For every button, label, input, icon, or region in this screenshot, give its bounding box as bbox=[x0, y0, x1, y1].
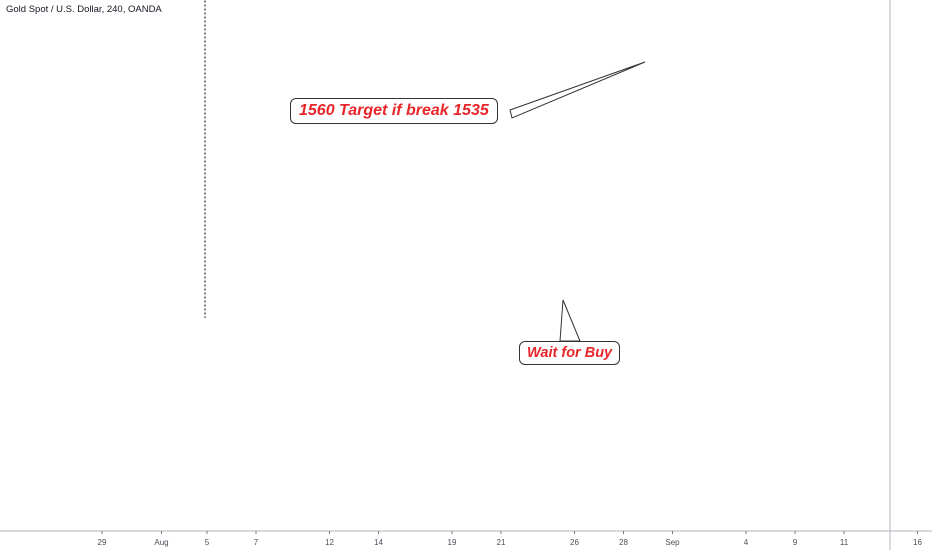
x-tick-label: 7 bbox=[254, 538, 259, 547]
annotation-wait-for-buy: Wait for Buy bbox=[519, 341, 621, 365]
annotation-buy-pointer bbox=[559, 299, 581, 342]
annotation-target-pointer bbox=[509, 61, 646, 119]
x-tick-label: 4 bbox=[744, 538, 749, 547]
x-tick-label: 16 bbox=[913, 538, 922, 547]
x-tick-label: Sep bbox=[665, 538, 680, 547]
x-tick-label: 12 bbox=[325, 538, 334, 547]
x-tick-label: 5 bbox=[205, 538, 210, 547]
x-tick-label: 14 bbox=[374, 538, 383, 547]
x-tick-label: 19 bbox=[448, 538, 457, 547]
x-tick-label: 21 bbox=[497, 538, 506, 547]
x-tick-label: 26 bbox=[570, 538, 579, 547]
x-tick-label: 29 bbox=[98, 538, 107, 547]
x-tick-label: 9 bbox=[793, 538, 798, 547]
chart-title: Gold Spot / U.S. Dollar, 240, OANDA bbox=[6, 4, 162, 15]
x-tick-label: 11 bbox=[840, 538, 849, 547]
x-tick-label: Aug bbox=[154, 538, 168, 547]
annotation-target: 1560 Target if break 1535 bbox=[290, 98, 498, 124]
x-tick-label: 28 bbox=[619, 538, 628, 547]
